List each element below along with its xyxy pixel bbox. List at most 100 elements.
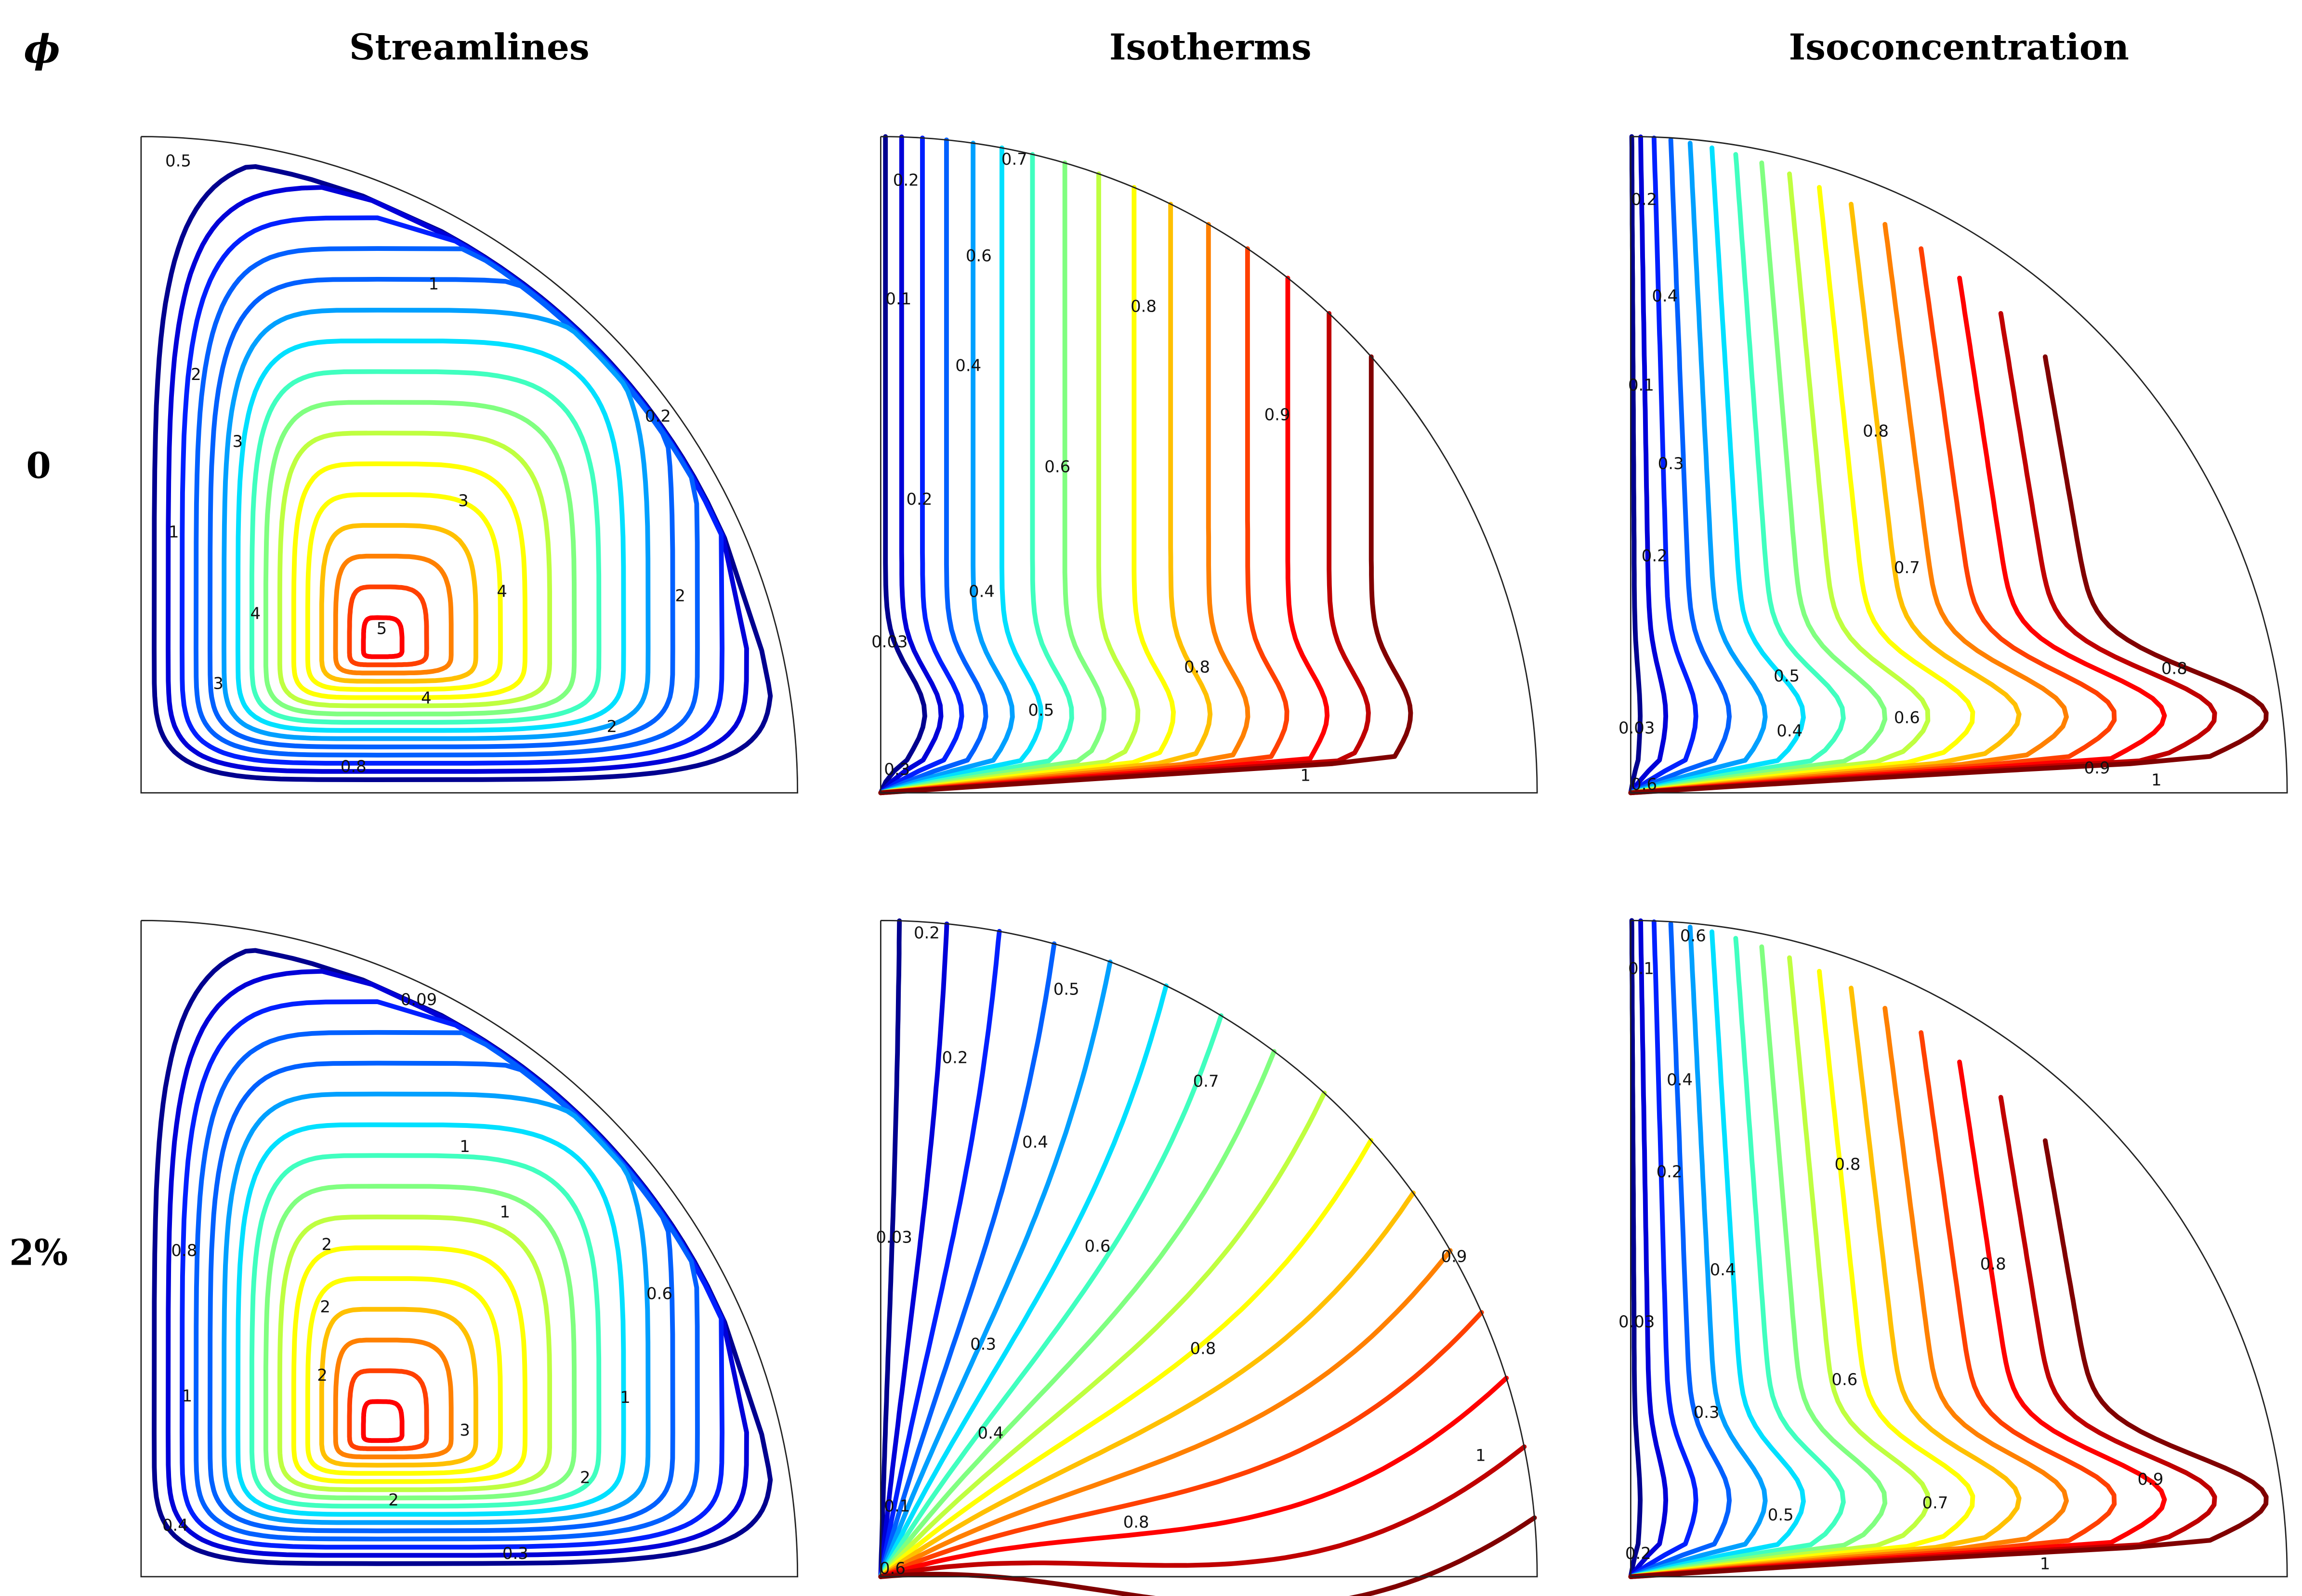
streamline-contour [291, 461, 528, 700]
isoline-contour [878, 1375, 1509, 1579]
contour-value-label: 0.2 [1642, 546, 1668, 565]
isoline-contour [878, 983, 1169, 1579]
streamline-contour [263, 400, 577, 717]
contour-value-label: 0.1 [884, 1496, 910, 1515]
isoline-contour [878, 1310, 1484, 1579]
isoline-contour [1628, 185, 1975, 796]
isoline-contour [1628, 955, 1931, 1579]
contour-value-label: 0.6 [966, 247, 992, 265]
contour-value-label: 1 [429, 275, 439, 293]
contour-value-label: 1 [1475, 1446, 1486, 1465]
isoline-contour [1628, 944, 1888, 1579]
contour-value-label: 2 [675, 587, 685, 605]
streamlines-panel-phi-0: 0.5 1 2 0.2 3 3 1 4 2 4 5 3 4 2 0.8 [140, 136, 799, 794]
contour-value-label: 0.2 [1657, 1163, 1683, 1181]
contour-value-label: 1 [500, 1203, 511, 1221]
contour-value-label: 1 [2151, 771, 2162, 789]
streamline-contour [347, 584, 429, 667]
contour-value-label: 0.6 [1831, 1370, 1857, 1389]
isoline-contour [878, 929, 1002, 1579]
isoline-contour [878, 275, 1330, 796]
isoline-contour [878, 134, 927, 796]
streamline-contour [305, 492, 503, 692]
contour-value-label: 0.4 [969, 582, 995, 601]
row-label-phi-2pct: 2% [9, 1232, 68, 1274]
isoline-contour [1628, 201, 2022, 796]
contour-value-label: 0.8 [1835, 1155, 1861, 1174]
cavity-boundary [880, 919, 1538, 1578]
isoline-contour [1628, 141, 1768, 796]
isoline-contour [878, 1248, 1453, 1579]
isoline-contour [878, 354, 1413, 796]
streamline-contour [361, 615, 405, 659]
isoline-contour [878, 1190, 1416, 1579]
streamline-contour [249, 1153, 602, 1509]
contour-value-label: 0.6 [1631, 775, 1657, 794]
streamline-contour [347, 1368, 429, 1452]
contour-value-label: 0.4 [955, 356, 981, 375]
isoline-contour [1628, 134, 1643, 796]
contour-value-label: 0.8 [1184, 658, 1210, 677]
isoline-contour [1628, 919, 1698, 1579]
contour-value-label: 0.8 [1190, 1339, 1216, 1358]
contour-value-label: 0.6 [1680, 926, 1706, 945]
contour-value-label: 1 [2040, 1555, 2051, 1573]
isoline-contour [1628, 1006, 2069, 1579]
streamline-contour [235, 1122, 626, 1517]
contour-value-label: 0.6 [1085, 1237, 1111, 1256]
isoline-contour [878, 246, 1289, 796]
contour-value-label: 3 [460, 1421, 470, 1439]
contour-value-label: 0.8 [2161, 659, 2187, 678]
row-label-phi-0: 0 [26, 445, 51, 487]
streamline-contour [180, 999, 724, 1550]
contour-value-label: 0.9 [1264, 405, 1290, 424]
contour-value-label: 0.1 [1628, 959, 1654, 978]
isoline-contour [878, 185, 1176, 796]
isoline-contour [1628, 135, 1698, 796]
contour-value-label: 0.8 [1863, 421, 1889, 440]
streamline-contour [319, 1307, 478, 1468]
contour-value-label: 0.6 [646, 1284, 672, 1303]
contour-value-label: 3 [213, 674, 224, 693]
contour-value-label: 0.9 [2084, 759, 2110, 777]
contour-value-label: 0.5 [1768, 1505, 1794, 1524]
contour-value-label: 0.6 [1894, 708, 1920, 727]
contour-value-label: 2 [191, 365, 201, 384]
isoline-contour [1628, 985, 2022, 1579]
isoline-contour [1628, 929, 1806, 1579]
isoline-contour [878, 1013, 1223, 1579]
contour-value-label: 0.3 [1694, 1403, 1720, 1422]
isoline-contour [1628, 968, 1975, 1579]
contour-value-label: 0.8 [171, 1241, 197, 1260]
contour-value-label: 0.5 [1028, 701, 1054, 720]
contour-value-label: 0.7 [1001, 150, 1027, 169]
isoline-contour [1628, 275, 2167, 796]
contour-value-label: 0.5 [1774, 667, 1800, 685]
contour-value-label: 2 [317, 1366, 328, 1385]
contour-value-label: 0.9 [2138, 1470, 2164, 1489]
isoline-contour [1628, 1138, 2269, 1579]
isoline-contour [1628, 1095, 2217, 1579]
contour-value-label: 0.4 [162, 1516, 188, 1534]
contour-value-label: 3 [233, 432, 243, 451]
contour-value-label: 0.03 [876, 1228, 912, 1246]
contour-value-label: 1 [169, 523, 179, 541]
contour-value-label: 0.03 [871, 632, 908, 651]
contour-value-label: 0.5 [1053, 980, 1079, 998]
isoline-contour [878, 222, 1250, 796]
contour-value-label: 0.9 [1441, 1247, 1467, 1266]
column-header-streamlines: Streamlines [349, 26, 590, 68]
contour-value-label: 0.3 [1658, 454, 1684, 473]
isoconcentration-panel-phi-2pct: 0.6 0.1 0.4 0.8 0.2 0.8 0.4 0.03 0.6 0.3 0.9 0.5 0.7… [1618, 918, 2288, 1579]
contour-value-label: 4 [421, 689, 432, 707]
contour-value-label: 2 [606, 717, 617, 736]
isoline-contour [878, 1049, 1277, 1579]
streamline-contour [222, 1091, 651, 1525]
contour-value-label: 2 [580, 1468, 591, 1487]
contour-value-label: 0.03 [1618, 719, 1655, 737]
contour-value-label: 0.8 [341, 757, 367, 776]
isoline-contour [878, 921, 949, 1579]
streamline-contour [263, 1184, 577, 1501]
contour-value-label: 0.2 [907, 490, 933, 509]
contour-value-label: 5 [377, 619, 387, 638]
